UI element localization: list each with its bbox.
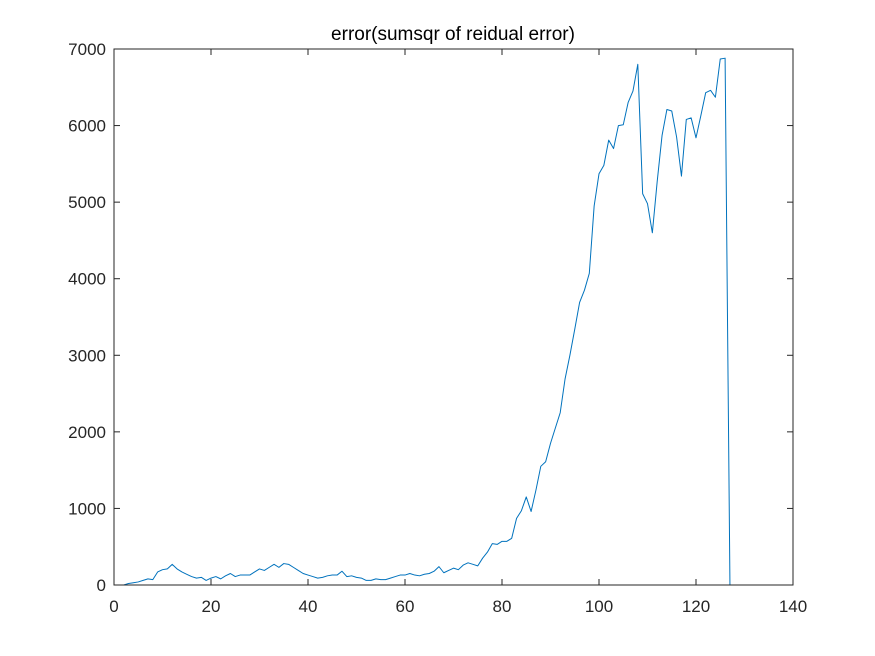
x-tick-label: 80 [493, 597, 512, 616]
x-tick-label: 140 [779, 597, 807, 616]
y-tick-label: 1000 [68, 499, 106, 518]
y-tick-label: 4000 [68, 270, 106, 289]
x-tick-label: 20 [202, 597, 221, 616]
x-tick-label: 60 [396, 597, 415, 616]
series-line [118, 57, 731, 586]
x-tick-label: 0 [109, 597, 118, 616]
axes-box [113, 48, 794, 586]
y-tick-label: 6000 [68, 117, 106, 136]
y-tick-label: 7000 [68, 40, 106, 59]
y-tick-label: 2000 [68, 423, 106, 442]
y-tick-label: 0 [97, 576, 106, 595]
y-tick-label: 3000 [68, 346, 106, 365]
y-tick-label: 5000 [68, 193, 106, 212]
x-tick-label: 100 [585, 597, 613, 616]
chart-title: error(sumsqr of reidual error) [331, 24, 575, 45]
tick-layer: 0 20 40 60 80 100 120 140 0 1000 2000 3000 4000 5000 6… [68, 40, 807, 616]
x-tick-label: 40 [299, 597, 318, 616]
plot-area [114, 49, 793, 585]
x-tick-label: 120 [682, 597, 710, 616]
